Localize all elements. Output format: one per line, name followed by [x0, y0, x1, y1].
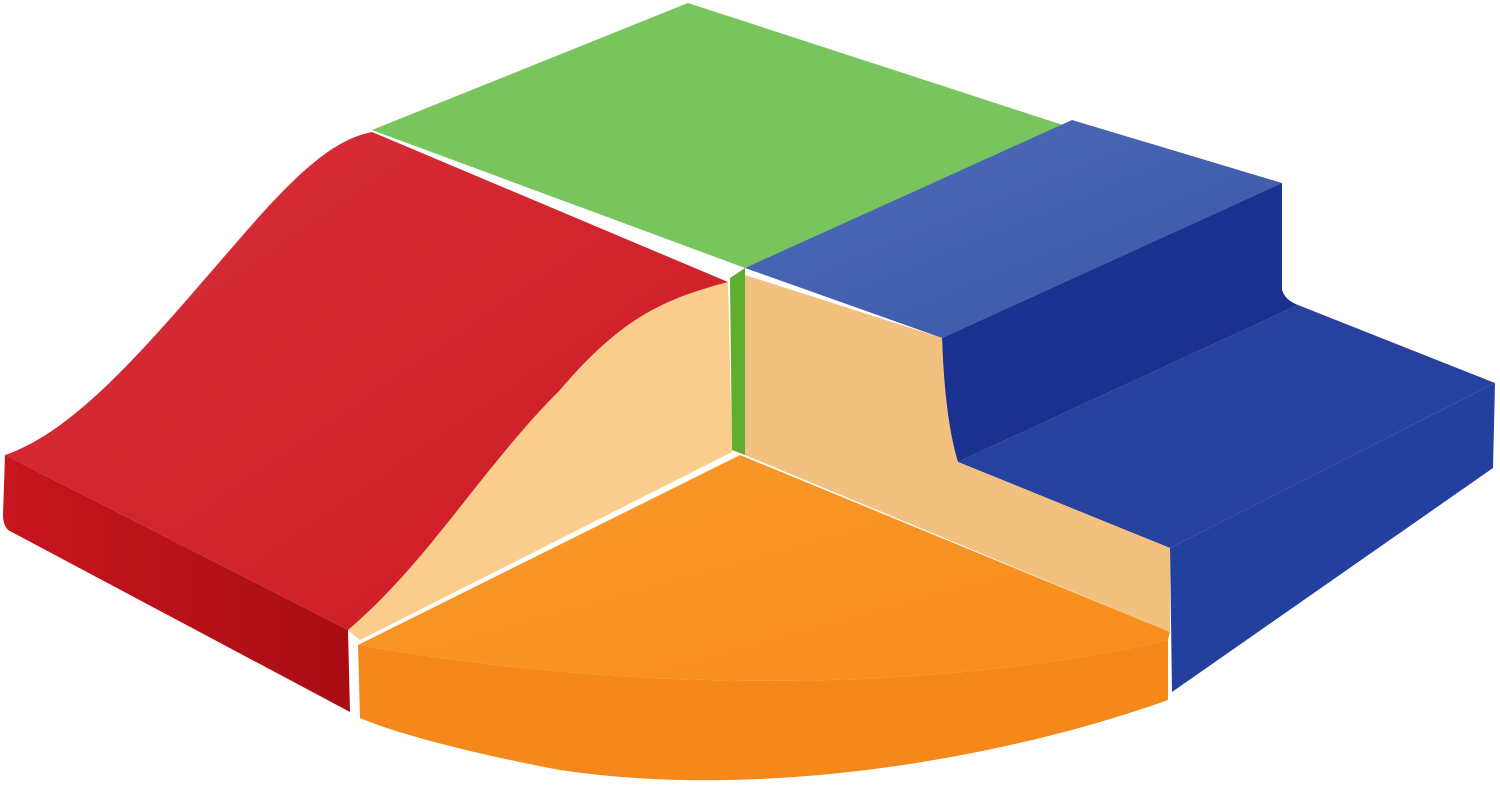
red-slope-top: [5, 132, 728, 630]
red-slope-block: [3, 132, 732, 712]
blue-lower-top: [958, 305, 1495, 548]
red-front: [3, 455, 350, 712]
green-side: [730, 268, 745, 455]
blue-riser: [942, 183, 1298, 462]
blue-front: [1170, 383, 1495, 692]
blue-upper-top: [745, 120, 1282, 338]
orange-quarter-block: [358, 455, 1170, 781]
red-beige-side: [348, 282, 732, 640]
orange-front: [358, 640, 1168, 781]
blue-beige-side: [745, 275, 1170, 632]
orange-top: [358, 455, 1170, 681]
blue-steps-block: [745, 120, 1495, 692]
